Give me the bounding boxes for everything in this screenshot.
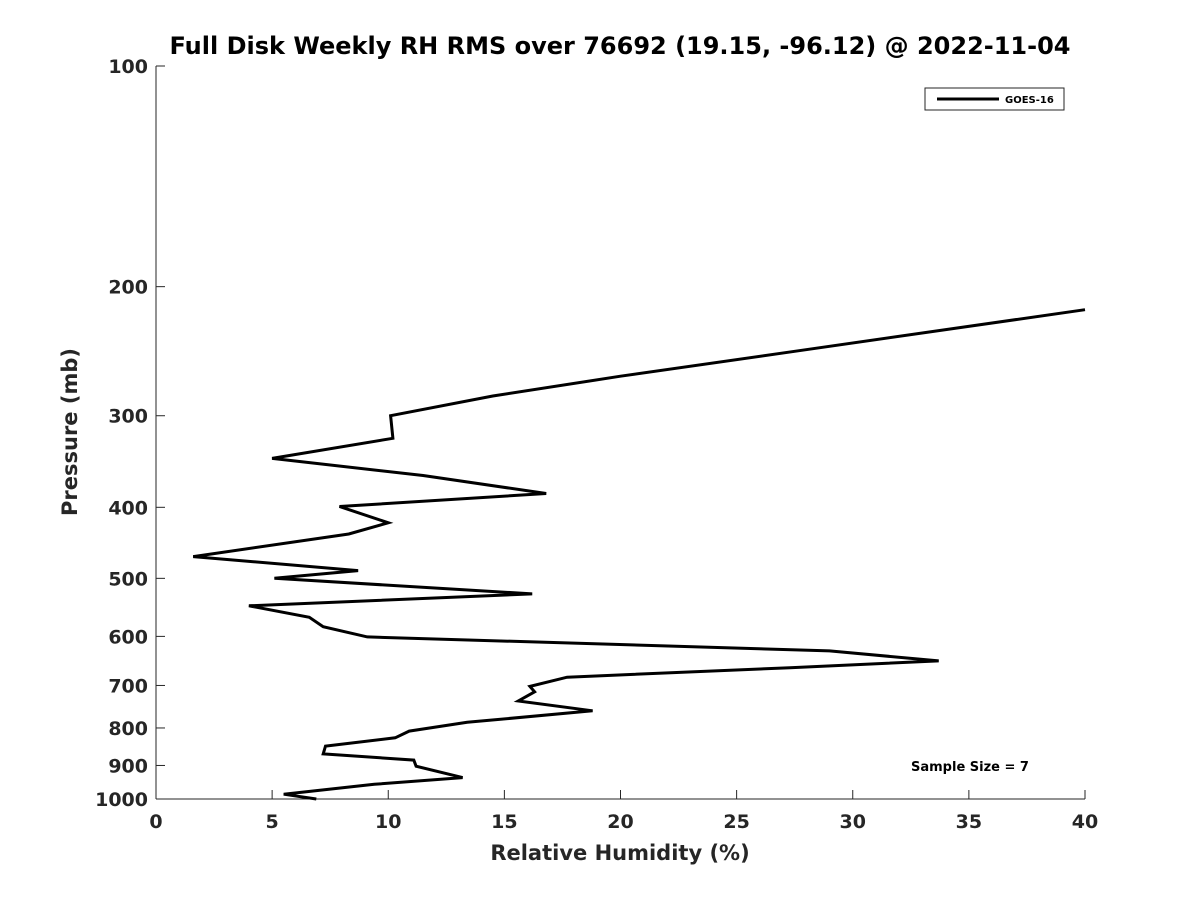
y-tick-label: 500: [108, 568, 148, 590]
chart-title: Full Disk Weekly RH RMS over 76692 (19.1…: [169, 32, 1070, 60]
x-tick-label: 40: [1072, 811, 1098, 833]
x-tick-label: 5: [266, 811, 279, 833]
sample-size-annotation: Sample Size = 7: [911, 760, 1029, 775]
y-tick-label: 700: [108, 675, 148, 697]
y-tick-label: 800: [108, 718, 148, 740]
y-tick-label: 400: [108, 497, 148, 519]
legend-label: GOES-16: [1005, 95, 1054, 106]
y-tick-label: 300: [108, 406, 148, 428]
x-tick-label: 25: [723, 811, 749, 833]
y-tick-label: 100: [108, 56, 148, 78]
x-tick-label: 10: [375, 811, 401, 833]
plot-area: 0 5 10 15 20 25 30 35 40 100 200 300 400 500 600 700 80…: [95, 56, 1098, 833]
y-ticks: 100 200 300 400 500 600 700 800 900 1000: [95, 56, 165, 811]
x-tick-label: 20: [607, 811, 633, 833]
x-tick-label: 35: [956, 811, 982, 833]
x-ticks: 0 5 10 15 20 25 30 35 40: [149, 790, 1098, 833]
y-tick-label: 1000: [95, 789, 148, 811]
y-tick-label: 200: [108, 277, 148, 299]
series-layer: [192, 308, 1086, 801]
y-axis-label: Pressure (mb): [58, 348, 82, 516]
x-tick-label: 30: [840, 811, 866, 833]
x-axis-label: Relative Humidity (%): [490, 841, 749, 865]
y-tick-label: 600: [108, 626, 148, 648]
x-tick-label: 15: [491, 811, 517, 833]
x-tick-label: 0: [149, 811, 162, 833]
y-tick-label: 900: [108, 755, 148, 777]
series-line-goes-16: [192, 308, 1086, 801]
legend: GOES-16: [924, 87, 1065, 111]
